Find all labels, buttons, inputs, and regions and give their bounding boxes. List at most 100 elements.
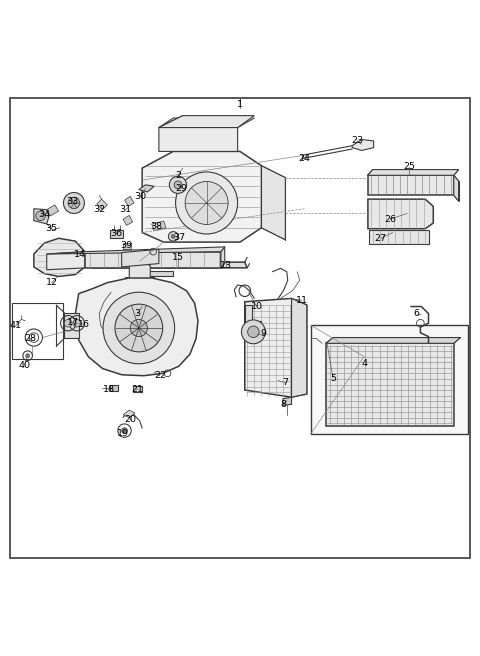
- Polygon shape: [262, 166, 285, 239]
- Text: 3: 3: [134, 309, 141, 318]
- Polygon shape: [221, 247, 225, 268]
- Text: 33: 33: [66, 197, 78, 206]
- Circle shape: [103, 292, 175, 364]
- Text: 36: 36: [110, 229, 122, 238]
- Circle shape: [176, 172, 238, 234]
- Text: 8: 8: [280, 400, 286, 409]
- Text: 11: 11: [296, 296, 308, 305]
- Polygon shape: [132, 386, 142, 392]
- Circle shape: [64, 319, 72, 327]
- Polygon shape: [139, 185, 154, 192]
- Text: 19: 19: [117, 430, 129, 438]
- Text: 30: 30: [134, 192, 146, 201]
- Text: 17: 17: [67, 318, 79, 327]
- Circle shape: [115, 304, 163, 352]
- Polygon shape: [123, 243, 131, 249]
- Text: 4: 4: [361, 359, 367, 368]
- Text: 34: 34: [38, 210, 50, 219]
- Polygon shape: [110, 230, 123, 238]
- Circle shape: [171, 234, 175, 238]
- Circle shape: [26, 354, 30, 358]
- Polygon shape: [152, 221, 166, 231]
- Polygon shape: [245, 305, 262, 328]
- Polygon shape: [159, 115, 254, 127]
- Polygon shape: [97, 199, 108, 210]
- Text: 14: 14: [74, 249, 86, 258]
- Polygon shape: [352, 140, 373, 150]
- Polygon shape: [34, 209, 49, 224]
- Polygon shape: [92, 262, 247, 268]
- Circle shape: [241, 320, 265, 344]
- Polygon shape: [47, 205, 59, 216]
- Polygon shape: [283, 397, 291, 405]
- Text: 27: 27: [375, 234, 387, 243]
- Polygon shape: [142, 271, 173, 276]
- Text: 22: 22: [154, 371, 166, 380]
- Text: 31: 31: [120, 205, 132, 214]
- Polygon shape: [75, 278, 198, 376]
- Text: 29: 29: [176, 184, 188, 193]
- Polygon shape: [368, 175, 454, 195]
- Text: 5: 5: [330, 374, 336, 382]
- Text: 35: 35: [46, 224, 58, 234]
- Bar: [12, 302, 63, 359]
- Polygon shape: [47, 252, 85, 270]
- Polygon shape: [368, 169, 458, 175]
- Text: 9: 9: [261, 329, 267, 338]
- Polygon shape: [142, 152, 262, 242]
- Text: 18: 18: [103, 384, 115, 394]
- Text: 26: 26: [384, 215, 396, 224]
- Text: 24: 24: [299, 154, 311, 163]
- Polygon shape: [124, 196, 134, 206]
- Circle shape: [185, 182, 228, 224]
- Polygon shape: [110, 385, 118, 391]
- Text: 12: 12: [46, 278, 58, 287]
- Circle shape: [168, 232, 178, 241]
- Text: 10: 10: [251, 302, 263, 311]
- Text: 16: 16: [77, 319, 89, 329]
- Polygon shape: [64, 313, 79, 338]
- Text: 21: 21: [132, 384, 144, 394]
- Circle shape: [121, 428, 127, 434]
- Polygon shape: [454, 175, 458, 201]
- Polygon shape: [291, 298, 307, 397]
- Text: 37: 37: [173, 233, 185, 242]
- Polygon shape: [123, 410, 135, 418]
- Text: 6: 6: [414, 309, 420, 318]
- Polygon shape: [47, 247, 225, 254]
- Text: 40: 40: [18, 361, 30, 370]
- Text: 1: 1: [237, 100, 243, 109]
- Text: 7: 7: [282, 379, 288, 388]
- Polygon shape: [121, 249, 159, 267]
- Bar: [311, 325, 468, 434]
- Polygon shape: [85, 252, 221, 268]
- Polygon shape: [245, 298, 307, 397]
- Polygon shape: [125, 277, 154, 282]
- Polygon shape: [369, 230, 429, 245]
- Text: 38: 38: [150, 222, 163, 232]
- Polygon shape: [34, 238, 85, 276]
- Polygon shape: [159, 118, 238, 152]
- Text: 41: 41: [10, 321, 22, 330]
- Text: 32: 32: [93, 205, 105, 214]
- Polygon shape: [129, 257, 150, 278]
- Polygon shape: [368, 199, 433, 229]
- Text: 23: 23: [351, 136, 363, 146]
- Circle shape: [169, 176, 187, 194]
- Circle shape: [68, 197, 80, 209]
- Circle shape: [174, 181, 182, 189]
- Circle shape: [73, 319, 81, 327]
- Polygon shape: [326, 338, 460, 343]
- Circle shape: [130, 319, 147, 337]
- Circle shape: [248, 326, 259, 338]
- Text: 28: 28: [24, 334, 36, 343]
- Circle shape: [36, 211, 45, 220]
- Text: 39: 39: [120, 241, 132, 251]
- Text: 20: 20: [124, 415, 136, 424]
- Circle shape: [63, 192, 84, 213]
- Text: 13: 13: [220, 262, 232, 270]
- Text: 2: 2: [175, 171, 181, 180]
- Polygon shape: [326, 343, 454, 426]
- Text: 25: 25: [403, 162, 415, 171]
- Text: 15: 15: [172, 253, 184, 262]
